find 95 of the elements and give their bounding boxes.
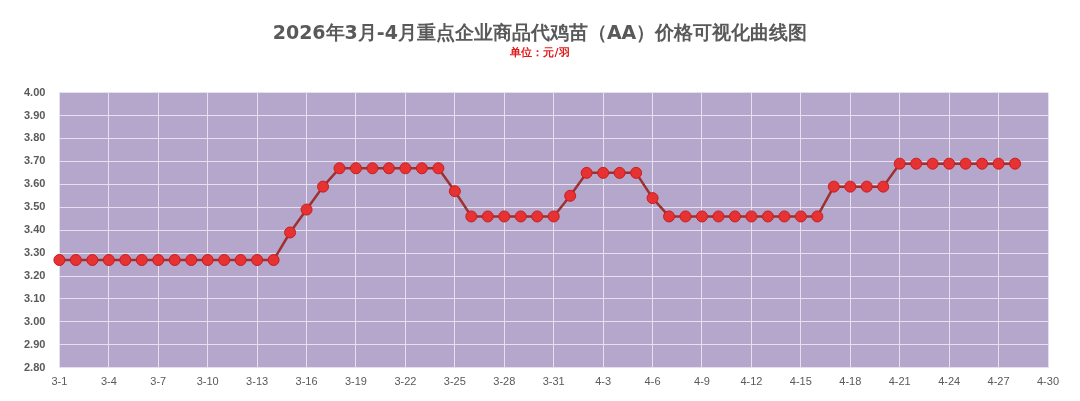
- x-tick-label: 4-12: [740, 375, 763, 388]
- point: [547, 210, 560, 223]
- x-tick-label: 4-18: [839, 375, 862, 388]
- point: [893, 157, 906, 170]
- point: [317, 180, 330, 193]
- point: [910, 157, 923, 170]
- point: [564, 189, 577, 202]
- x-tick-label: 3-4: [100, 375, 117, 388]
- point: [778, 210, 791, 223]
- point: [498, 210, 511, 223]
- point: [976, 157, 989, 170]
- point: [185, 254, 198, 267]
- point: [794, 210, 807, 223]
- chart-title: 2026年3月-4月重点企业商品代鸡苗（AA）价格可视化曲线图: [271, 20, 809, 45]
- y-tick-label: 3.00: [23, 314, 46, 327]
- y-tick-label: 3.30: [23, 246, 46, 259]
- point: [630, 166, 643, 179]
- point: [580, 166, 593, 179]
- x-tick-label: 3-31: [542, 375, 565, 388]
- point: [860, 180, 873, 193]
- point: [119, 254, 132, 267]
- point: [234, 254, 247, 267]
- point: [712, 210, 725, 223]
- y-tick-label: 3.70: [23, 154, 46, 167]
- x-tick-label: 3-28: [493, 375, 516, 388]
- chart-subtitle: 单位：元/羽: [509, 45, 571, 60]
- point: [745, 210, 758, 223]
- x-tick-label: 3-1: [51, 375, 68, 388]
- point: [646, 192, 659, 205]
- point: [168, 254, 181, 267]
- point: [218, 254, 231, 267]
- point: [481, 210, 494, 223]
- y-tick-label: 2.90: [23, 337, 46, 350]
- y-tick-label: 3.20: [23, 269, 46, 282]
- point: [102, 254, 115, 267]
- point: [201, 254, 214, 267]
- point: [300, 203, 313, 216]
- point: [53, 254, 66, 267]
- x-tick-label: 3-16: [295, 375, 318, 388]
- x-tick-label: 3-22: [394, 375, 417, 388]
- point: [152, 254, 165, 267]
- point: [382, 162, 395, 175]
- x-tick-label: 4-27: [987, 375, 1010, 388]
- point: [663, 210, 676, 223]
- point: [86, 254, 99, 267]
- x-tick-label: 3-10: [196, 375, 219, 388]
- y-tick-label: 3.40: [23, 223, 46, 236]
- y-tick-label: 3.80: [23, 131, 46, 144]
- x-tick-label: 4-15: [789, 375, 812, 388]
- point: [679, 210, 692, 223]
- x-tick-label: 3-19: [344, 375, 367, 388]
- point: [728, 210, 741, 223]
- x-tick-label: 4-3: [595, 375, 612, 388]
- x-tick-label: 3-25: [443, 375, 466, 388]
- point: [827, 180, 840, 193]
- x-tick-label: 3-13: [246, 375, 269, 388]
- point: [69, 254, 82, 267]
- point: [448, 185, 461, 198]
- point: [1009, 157, 1022, 170]
- x-tick-label: 4-24: [938, 375, 961, 388]
- x-tick-label: 4-6: [644, 375, 661, 388]
- point: [695, 210, 708, 223]
- y-tick-label: 3.90: [23, 108, 46, 121]
- point: [959, 157, 972, 170]
- point: [399, 162, 412, 175]
- y-tick-label: 3.50: [23, 200, 46, 213]
- point: [597, 166, 610, 179]
- point: [811, 210, 824, 223]
- point: [761, 210, 774, 223]
- y-tick-label: 3.60: [23, 177, 46, 190]
- x-tick-label: 3-7: [150, 375, 167, 388]
- point: [531, 210, 544, 223]
- x-tick-label: 4-21: [888, 375, 911, 388]
- point: [432, 162, 445, 175]
- point: [267, 254, 280, 267]
- point: [366, 162, 379, 175]
- point: [135, 254, 148, 267]
- point: [465, 210, 478, 223]
- x-tick-label: 4-9: [694, 375, 710, 388]
- x-tick-label: 4-30: [1036, 375, 1060, 388]
- point: [349, 162, 362, 175]
- point: [415, 162, 428, 175]
- point: [333, 162, 346, 175]
- point: [992, 157, 1005, 170]
- y-tick-label: 3.10: [23, 292, 46, 305]
- point: [251, 254, 264, 267]
- point: [514, 210, 527, 223]
- point: [943, 157, 956, 170]
- point: [613, 166, 626, 179]
- point: [844, 180, 857, 193]
- point: [926, 157, 939, 170]
- point: [877, 180, 890, 193]
- y-tick-label: 4.00: [23, 85, 46, 98]
- point: [284, 226, 297, 239]
- y-tick-label: 2.80: [23, 360, 46, 373]
